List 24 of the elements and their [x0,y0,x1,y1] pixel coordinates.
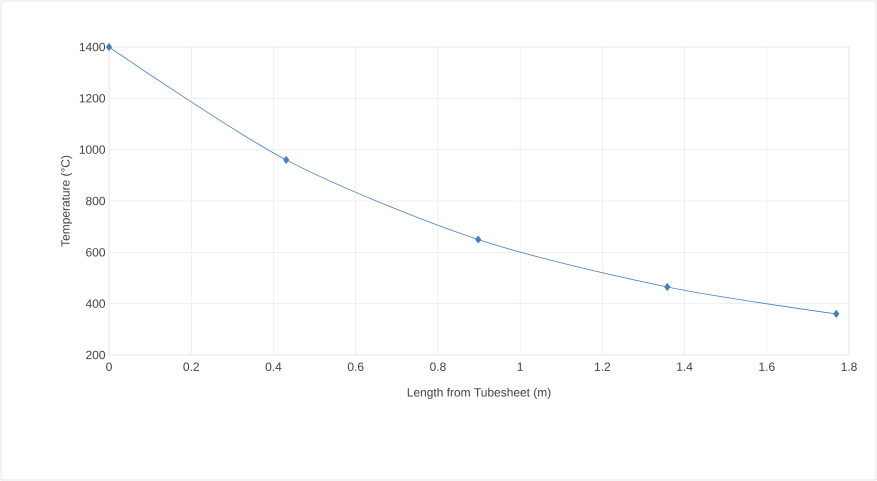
y-tick-label: 1200 [80,94,106,103]
x-tick-label: 1 [518,362,523,371]
y-tick-label: 400 [86,299,106,308]
x-tick-label: 1.4 [677,362,693,371]
x-tick-label: 1.8 [842,362,857,371]
y-tick-label: 800 [86,196,106,206]
x-tick-label: 0.6 [348,362,364,371]
x-tick-label: 1.2 [594,362,610,371]
point [283,156,290,164]
y-tick-label: 1000 [80,145,106,154]
point [475,236,482,244]
x-tick-label: 0.8 [430,362,446,371]
point [106,43,112,51]
point [664,283,670,291]
y-tick-label: 200 [86,350,106,360]
x-axis-title: Length from Tubesheet (m) [408,388,550,399]
point [833,310,840,318]
x-tick-label: 0.4 [266,362,282,371]
y-axis-title: Temperature (°C) [60,156,72,247]
y-tick-label: 1400 [80,42,106,52]
x-tick-label: 0.2 [183,362,199,371]
x-tick-label: 0 [106,362,112,371]
y-tick-label: 600 [86,248,106,257]
x-tick-label: 1.6 [759,362,775,371]
